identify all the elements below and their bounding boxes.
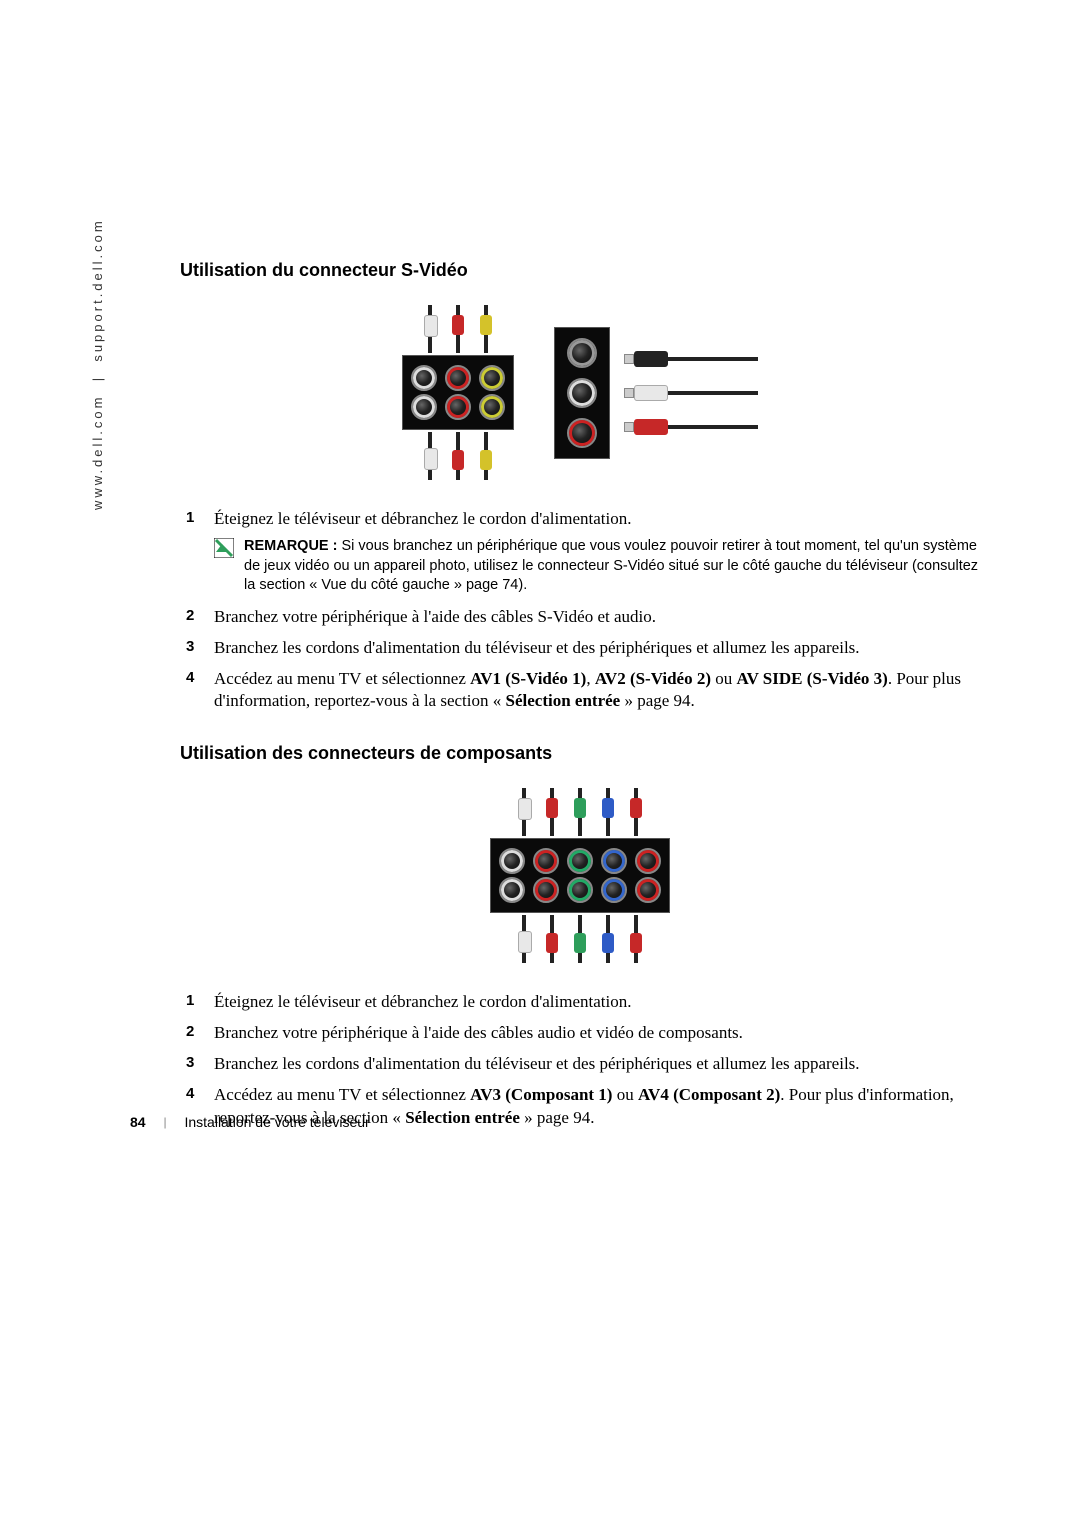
page-content: Utilisation du connecteur S-Vidéo	[180, 260, 980, 1160]
cable-red	[624, 419, 758, 435]
jack-green	[567, 848, 593, 874]
sidebar-url: www.dell.com | support.dell.com	[90, 218, 105, 510]
rca-plug-white	[421, 432, 439, 480]
jack-blue	[601, 877, 627, 903]
component-top-plugs	[515, 788, 645, 836]
note-block: REMARQUE : Si vous branchez un périphéri…	[214, 537, 980, 596]
rca-plug-blue	[599, 915, 617, 963]
sidebar-separator: |	[90, 375, 105, 381]
section1-steps: Éteignez le téléviseur et débranchez le …	[180, 508, 980, 713]
svideo-top-plugs	[421, 305, 495, 353]
rca-plug-red	[449, 432, 467, 480]
footer-chapter: Installation de votre téléviseur	[184, 1114, 369, 1130]
rca-plug-red	[627, 915, 645, 963]
step-item: Branchez les cordons d'alimentation du t…	[180, 1053, 980, 1076]
note-body: Si vous branchez un périphérique que vou…	[244, 538, 978, 593]
note-text: REMARQUE : Si vous branchez un périphéri…	[244, 537, 980, 596]
rca-plug-white	[515, 788, 533, 836]
jack-svideo	[567, 338, 597, 368]
figure-component	[180, 788, 980, 963]
step-text: Éteignez le téléviseur et débranchez le …	[214, 509, 632, 528]
rca-plug-red	[449, 305, 467, 353]
jack-green	[567, 877, 593, 903]
jack-red	[445, 394, 471, 420]
jack-white	[411, 394, 437, 420]
jack-red	[533, 877, 559, 903]
page-number: 84	[130, 1114, 146, 1130]
sidebar-url-left: www.dell.com	[90, 395, 105, 510]
svideo-side-panel	[554, 327, 610, 459]
component-panel	[490, 838, 670, 913]
jack-red	[445, 365, 471, 391]
note-label: REMARQUE :	[244, 538, 337, 554]
step-item: Branchez les cordons d'alimentation du t…	[180, 637, 980, 660]
sidebar-url-right: support.dell.com	[90, 218, 105, 361]
rca-plug-red	[543, 915, 561, 963]
jack-red	[567, 418, 597, 448]
rca-plug-red	[627, 788, 645, 836]
step-item: Branchez votre périphérique à l'aide des…	[180, 1022, 980, 1045]
rca-plug-yellow	[477, 305, 495, 353]
step-item: Éteignez le téléviseur et débranchez le …	[180, 508, 980, 596]
section2-steps: Éteignez le téléviseur et débranchez le …	[180, 991, 980, 1130]
svideo-rca-panel	[402, 355, 514, 430]
rca-plug-yellow	[477, 432, 495, 480]
rca-plug-green	[571, 788, 589, 836]
jack-white	[499, 848, 525, 874]
svideo-right-block	[554, 305, 758, 480]
svideo-bottom-plugs	[421, 432, 495, 480]
jack-red	[533, 848, 559, 874]
rca-plug-red	[543, 788, 561, 836]
jack-red	[635, 848, 661, 874]
jack-white	[411, 365, 437, 391]
section1-heading: Utilisation du connecteur S-Vidéo	[180, 260, 980, 281]
rca-plug-white	[515, 915, 533, 963]
page-footer: 84 | Installation de votre téléviseur	[130, 1114, 370, 1130]
step-item: Branchez votre périphérique à l'aide des…	[180, 606, 980, 629]
section2-heading: Utilisation des connecteurs de composant…	[180, 743, 980, 764]
rca-plug-white	[421, 305, 439, 353]
rca-plug-green	[571, 915, 589, 963]
jack-blue	[601, 848, 627, 874]
section2: Utilisation des connecteurs de composant…	[180, 743, 980, 1130]
rca-plug-blue	[599, 788, 617, 836]
component-block	[490, 788, 670, 963]
jack-white	[499, 877, 525, 903]
jack-yellow	[479, 365, 505, 391]
jack-yellow	[479, 394, 505, 420]
cable-svideo	[624, 351, 758, 367]
footer-separator: |	[163, 1115, 166, 1129]
figure-svideo	[180, 305, 980, 480]
jack-white	[567, 378, 597, 408]
component-bottom-plugs	[515, 915, 645, 963]
svideo-left-block	[402, 305, 514, 480]
step-item: Accédez au menu TV et sélectionnez AV1 (…	[180, 668, 980, 714]
step-item: Éteignez le téléviseur et débranchez le …	[180, 991, 980, 1014]
note-icon	[214, 538, 234, 558]
jack-red	[635, 877, 661, 903]
svideo-cables	[624, 351, 758, 435]
cable-white	[624, 385, 758, 401]
